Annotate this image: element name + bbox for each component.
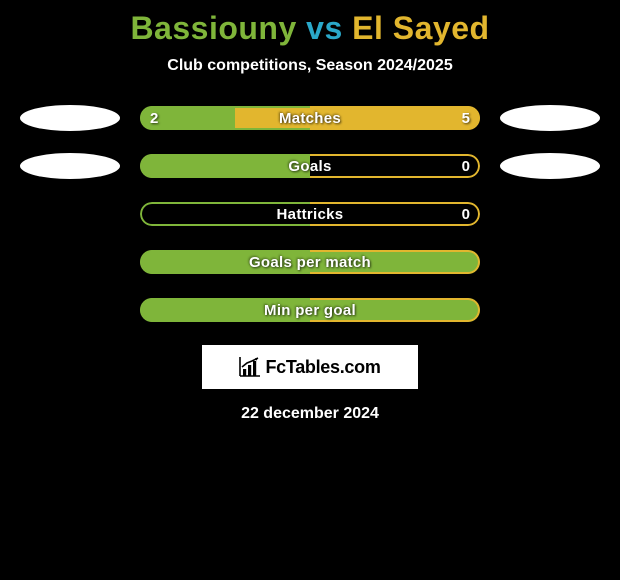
subtitle: Club competitions, Season 2024/2025 (0, 57, 620, 75)
logo-text: FcTables.com (265, 357, 380, 378)
stat-label: Hattricks (140, 202, 480, 226)
stat-bar: Goals per match (140, 250, 480, 274)
stat-row: Matches2 5 (0, 105, 620, 131)
flag-right-icon (500, 105, 600, 131)
logo-chart-icon (239, 357, 261, 377)
stat-bar: Min per goal (140, 298, 480, 322)
stat-label: Matches (140, 106, 480, 130)
footer-date: 22 december 2024 (0, 405, 620, 423)
flag-left-icon (20, 153, 120, 179)
stat-row: Min per goal (0, 297, 620, 323)
flag-left-icon (20, 105, 120, 131)
player1-name: Bassiouny (130, 10, 296, 46)
stat-bar: Hattricks0 (140, 202, 480, 226)
stat-label: Goals (140, 154, 480, 178)
stat-value-left: 2 (150, 106, 158, 130)
stat-row: Goals0 (0, 153, 620, 179)
logo-box: FcTables.com (202, 345, 418, 389)
player2-name: El Sayed (352, 10, 489, 46)
stat-label: Goals per match (140, 250, 480, 274)
stat-value-right: 0 (462, 154, 470, 178)
stat-value-right: 0 (462, 202, 470, 226)
vs-text: vs (297, 10, 352, 46)
stat-bar: Goals0 (140, 154, 480, 178)
stat-value-right: 5 (462, 106, 470, 130)
stats-container: Matches25Goals0Hattricks0Goals per match… (0, 105, 620, 323)
stat-row: Goals per match (0, 249, 620, 275)
stat-label: Min per goal (140, 298, 480, 322)
flag-right-icon (500, 153, 600, 179)
page-title: Bassiouny vs El Sayed (0, 0, 620, 47)
stat-bar: Matches2 5 (140, 106, 480, 130)
stat-row: Hattricks0 (0, 201, 620, 227)
